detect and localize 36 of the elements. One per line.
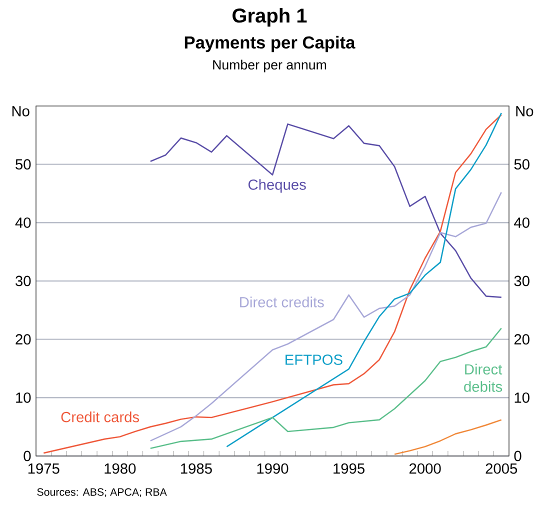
source-note: Sources: ABS; APCA; RBA [37, 488, 167, 498]
x-tick-label: 2000 [410, 463, 441, 474]
y-tick-label: 40 [15, 217, 31, 228]
series-label: EFTPOS [286, 354, 342, 365]
series-label: Direct debits [464, 364, 502, 392]
y-tick-label: 0 [24, 450, 31, 462]
text: Number per annum [213, 60, 326, 72]
y-tick-label: 10 [16, 392, 31, 403]
chart-title: Graph 1 [232, 8, 307, 27]
y2-tick-label: 30 [514, 276, 530, 286]
x-tick-label: 1975 [28, 463, 60, 474]
x-tick-label: 2005 [486, 463, 518, 474]
y2-axis-title: No [516, 106, 534, 116]
x-tick-label: 1985 [181, 463, 212, 474]
chart-subtitle: Payments per Capita [184, 36, 356, 52]
line-series [394, 419, 502, 455]
y-tick-label: 50 [16, 159, 31, 170]
y2-tick-label: 10 [514, 392, 530, 403]
series-label: Cheques [248, 179, 306, 193]
line-series [150, 192, 502, 442]
series-label: Credit cards [61, 412, 140, 422]
line-series [226, 112, 502, 448]
y-axis-title: No [12, 106, 30, 116]
y-tick-label: 20 [16, 334, 31, 345]
x-tick-label: 1995 [334, 463, 364, 474]
y2-tick-label: 0 [514, 450, 522, 462]
x-tick-label: 1980 [104, 463, 136, 474]
y2-tick-label: 20 [514, 334, 530, 345]
y2-tick-label: 40 [514, 217, 530, 228]
line-series [150, 123, 502, 298]
line-series [150, 328, 502, 450]
line-series [42, 114, 502, 454]
x-tick-label: 1990 [257, 463, 288, 474]
series-label: Direct credits [240, 296, 324, 308]
y2-tick-label: 50 [514, 159, 530, 170]
y-tick-label: 30 [16, 276, 31, 286]
